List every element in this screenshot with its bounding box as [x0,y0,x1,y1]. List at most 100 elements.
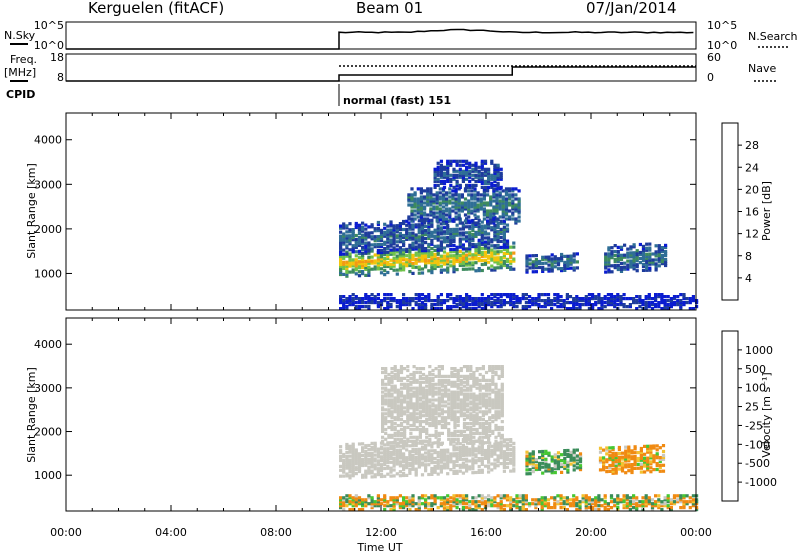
echo-cell [462,388,467,392]
echo-cell [462,429,467,433]
echo-cell [425,408,429,412]
echo-cell [474,234,478,238]
echo-cell [541,255,545,259]
echo-cell [660,248,664,252]
echo-cell [474,269,478,273]
echo-cell [448,195,452,199]
echo-cell [452,159,456,163]
echo-cell [348,460,352,464]
echo-cell [429,187,433,191]
echo-cell [452,250,456,254]
echo-cell [630,451,634,455]
echo-cell [465,299,469,303]
echo-cell [440,400,444,404]
echo-cell [389,468,393,472]
echo-cell [569,260,573,264]
echo-cell [342,272,346,276]
echo-cell [390,412,394,416]
echo-cell [490,264,494,268]
echo-cell [348,252,352,256]
echo-cell [502,458,506,462]
echo-cell [446,258,450,262]
echo-cell [483,262,488,266]
echo-cell [418,386,422,390]
echo-cell [620,469,625,473]
echo-cell [354,454,358,458]
echo-cell [416,201,420,205]
echo-cell [452,466,456,470]
echo-cell [342,504,346,508]
echo-cell [514,217,518,221]
echo-cell [480,496,484,500]
echo-cell [627,447,631,451]
echo-cell [458,303,462,307]
echo-cell [427,220,431,224]
echo-cell [435,219,439,223]
echo-cell [569,452,573,456]
echo-cell [472,441,476,445]
echo-cell [427,449,431,453]
echo-cell [613,301,617,305]
echo-cell [482,213,486,217]
echo-cell [509,504,513,508]
echo-cell [499,502,503,506]
echo-cell [420,461,425,465]
echo-cell [383,265,387,269]
echo-cell [610,246,614,250]
echo-cell [439,264,443,268]
echo-cell [429,193,433,197]
echo-cell [396,414,400,418]
echo-cell [502,259,506,264]
echo-cell [465,494,469,498]
echo-cell [649,454,653,458]
echo-cell [398,464,402,468]
echo-cell [461,438,465,442]
echo-cell [345,230,349,234]
echo-cell [461,173,465,177]
echo-cell [392,450,396,454]
echo-cell [437,378,441,382]
echo-cell [354,241,358,246]
echo-cell [669,508,673,512]
echo-cell [617,459,621,463]
echo-cell [389,262,393,266]
echo-cell [469,439,473,443]
echo-cell [465,173,469,177]
echo-cell [427,242,431,247]
echo-cell [493,169,497,173]
echo-cell [560,259,564,263]
echo-cell [487,167,491,171]
echo-cell [651,252,655,256]
echo-cell [437,382,441,386]
echo-cell [626,267,630,271]
echo-cell [647,496,651,500]
echo-cell [544,257,548,261]
echo-cell [425,376,429,380]
echo-cell [354,297,358,301]
echo-cell [563,260,567,264]
echo-cell [436,179,440,183]
echo-cell [383,257,387,261]
echo-cell [521,305,525,309]
echo-cell [431,388,435,392]
echo-cell [357,225,362,229]
echo-cell [471,453,475,457]
echo-cell [441,195,446,199]
echo-cell [390,425,394,430]
echo-cell [534,266,538,270]
echo-cell [345,266,349,270]
echo-cell [430,461,434,465]
echo-cell [376,473,380,477]
echo-cell [428,416,432,420]
echo-cell [429,197,433,201]
echo-cell [657,260,661,264]
echo-cell [610,252,614,256]
echo-cell [473,205,477,209]
echo-cell [466,374,470,378]
echo-cell [560,470,564,474]
echo-cell [630,468,634,473]
echo-cell [398,303,402,307]
echo-cell [383,226,387,230]
echo-cell [493,295,497,299]
echo-cell [480,498,484,502]
